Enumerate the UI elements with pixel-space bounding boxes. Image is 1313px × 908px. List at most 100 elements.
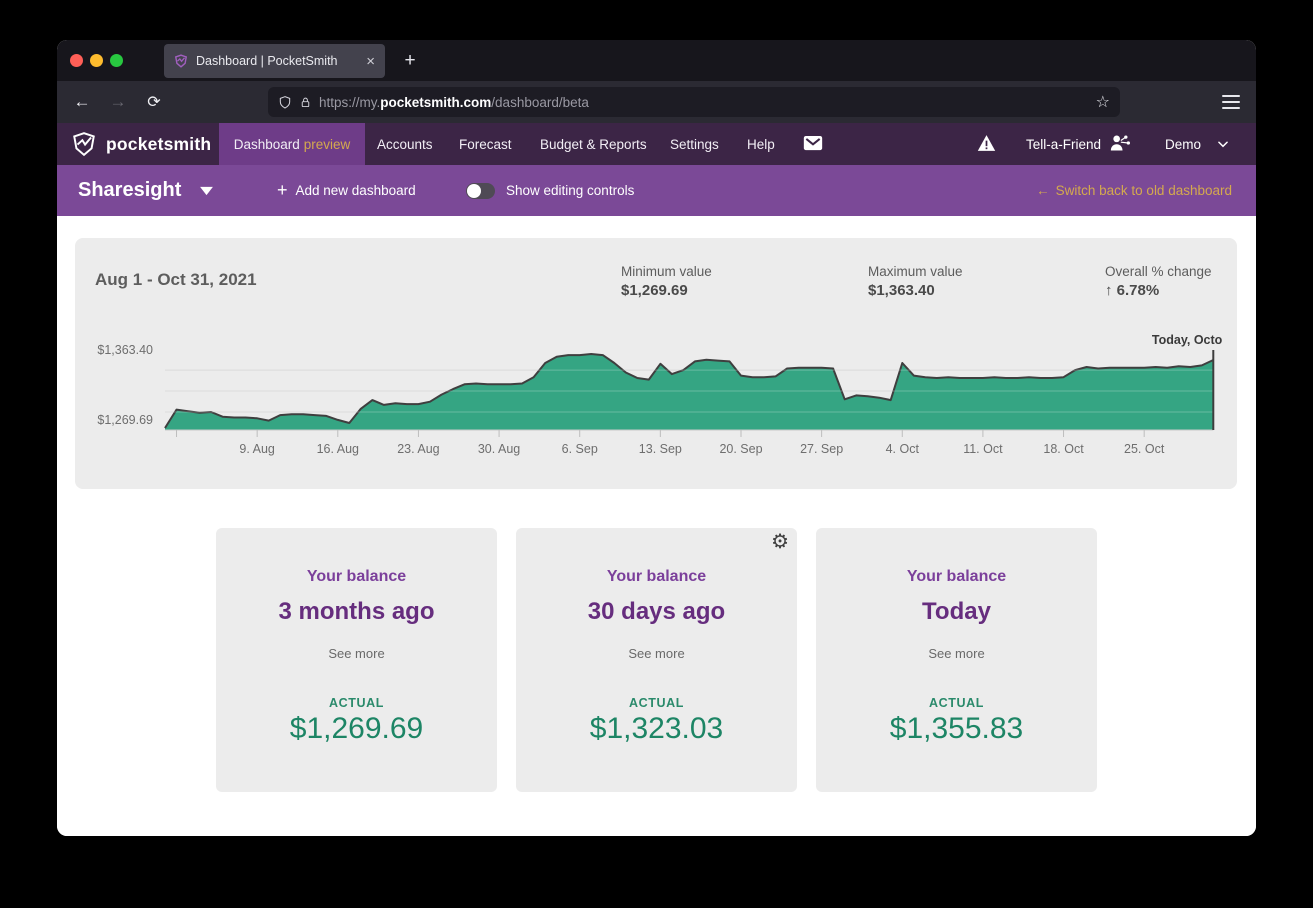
nav-tab-dashboard[interactable]: Dashboard preview bbox=[219, 123, 365, 165]
alert-triangle-icon[interactable] bbox=[977, 134, 996, 152]
chart-date-range: Aug 1 - Oct 31, 2021 bbox=[95, 270, 257, 289]
stat-label: Minimum value bbox=[621, 264, 712, 279]
browser-tab[interactable]: Dashboard | PocketSmith × bbox=[164, 44, 385, 78]
balance-amount: $1,323.03 bbox=[589, 712, 724, 745]
tab-title: Dashboard | PocketSmith bbox=[196, 54, 338, 68]
balance-card-title: Your balance bbox=[306, 568, 407, 585]
svg-text:13. Sep: 13. Sep bbox=[639, 442, 682, 456]
nav-tab-settings[interactable]: Settings bbox=[670, 136, 719, 152]
pocketsmith-logo[interactable]: pocketsmith bbox=[71, 123, 211, 165]
net-worth-chart-card: Aug 1 - Oct 31, 2021 Minimum value $1,26… bbox=[75, 238, 1237, 489]
browser-titlebar: Dashboard | PocketSmith × + bbox=[57, 40, 1256, 81]
balance-card-3-months-ago: Your balance 3 months ago See more ACTUA… bbox=[216, 528, 497, 792]
caret-down-icon bbox=[200, 186, 214, 196]
balance-card-30-days-ago: ⚙ Your balance 30 days ago See more ACTU… bbox=[516, 528, 797, 792]
balance-card-period: Today bbox=[922, 598, 991, 625]
dashboard-content: Aug 1 - Oct 31, 2021 Minimum value $1,26… bbox=[57, 216, 1256, 836]
logo-text: pocketsmith bbox=[106, 133, 212, 154]
svg-text:20. Sep: 20. Sep bbox=[719, 442, 762, 456]
nav-tab-budget-reports[interactable]: Budget & Reports bbox=[540, 136, 647, 152]
tab-close-icon[interactable]: × bbox=[366, 52, 375, 70]
switch-back-label: Switch back to old dashboard bbox=[1055, 183, 1232, 198]
card-settings-gear-icon[interactable]: ⚙ bbox=[771, 531, 789, 553]
svg-text:18. Oct: 18. Oct bbox=[1043, 442, 1084, 456]
pocketsmith-logo-icon bbox=[73, 132, 95, 157]
user-menu[interactable]: Demo bbox=[1165, 136, 1202, 152]
window-close-button[interactable] bbox=[70, 54, 83, 67]
svg-text:30. Aug: 30. Aug bbox=[478, 442, 520, 456]
share-user-icon[interactable] bbox=[1109, 133, 1131, 153]
svg-text:$1,363.40: $1,363.40 bbox=[97, 343, 153, 357]
actual-label: ACTUAL bbox=[329, 696, 384, 710]
see-more-link[interactable]: See more bbox=[328, 646, 385, 661]
stat-label: Overall % change bbox=[1105, 264, 1212, 279]
nav-tab-forecast[interactable]: Forecast bbox=[459, 136, 512, 152]
up-arrow-icon: ↑ bbox=[1105, 282, 1113, 299]
actual-label: ACTUAL bbox=[629, 696, 684, 710]
svg-text:6. Sep: 6. Sep bbox=[562, 442, 598, 456]
see-more-link[interactable]: See more bbox=[628, 646, 685, 661]
url-path: /dashboard/beta bbox=[491, 94, 589, 110]
url-domain: pocketsmith.com bbox=[380, 94, 492, 110]
editing-controls-toggle[interactable] bbox=[466, 182, 495, 199]
forward-icon[interactable]: → bbox=[109, 92, 127, 111]
nav-tab-dashboard-label: Dashboard bbox=[233, 136, 300, 152]
balance-card-today: Your balance Today See more ACTUAL $1,35… bbox=[816, 528, 1097, 792]
window-minimize-button[interactable] bbox=[90, 54, 103, 67]
add-new-dashboard-button[interactable]: + Add new dashboard bbox=[277, 165, 416, 216]
balance-card-title: Your balance bbox=[606, 568, 707, 585]
svg-text:4. Oct: 4. Oct bbox=[886, 442, 920, 456]
actual-label: ACTUAL bbox=[929, 696, 984, 710]
editing-controls-label: Show editing controls bbox=[506, 183, 635, 198]
stat-value: $1,269.69 bbox=[621, 282, 688, 299]
mail-icon[interactable] bbox=[803, 135, 823, 152]
add-new-dashboard-label: Add new dashboard bbox=[295, 183, 416, 198]
chevron-down-icon[interactable] bbox=[1215, 137, 1231, 151]
pocketsmith-nav: pocketsmith Dashboard preview Accounts F… bbox=[57, 123, 1256, 165]
nav-tab-accounts[interactable]: Accounts bbox=[377, 136, 433, 152]
balance-amount: $1,355.83 bbox=[889, 712, 1024, 745]
svg-text:23. Aug: 23. Aug bbox=[397, 442, 439, 456]
dashboard-name: Sharesight bbox=[78, 179, 182, 201]
svg-text:Today, Octo: Today, Octo bbox=[1152, 333, 1223, 347]
net-worth-area-chart: 9. Aug 16. Aug 23. Aug 30. Aug 6. Sep 13. Sep… bbox=[97, 333, 1223, 456]
balance-card-title: Your balance bbox=[906, 568, 1007, 585]
balance-amount: $1,269.69 bbox=[289, 712, 424, 745]
pocketsmith-favicon-icon bbox=[174, 54, 188, 68]
nav-tab-preview-badge: preview bbox=[303, 136, 351, 152]
stat-overall-change: Overall % change ↑ 6.78% bbox=[1105, 264, 1212, 299]
url-prefix: https://my. bbox=[319, 94, 381, 110]
stat-minimum-value: Minimum value $1,269.69 bbox=[621, 264, 712, 299]
stat-value: $1,363.40 bbox=[868, 282, 935, 299]
left-arrow-icon: ← bbox=[1036, 183, 1050, 198]
switch-back-link[interactable]: ← Switch back to old dashboard bbox=[1036, 165, 1232, 216]
svg-text:9. Aug: 9. Aug bbox=[239, 442, 274, 456]
tell-a-friend-link[interactable]: Tell-a-Friend bbox=[1026, 136, 1102, 152]
svg-text:27. Sep: 27. Sep bbox=[800, 442, 843, 456]
stat-maximum-value: Maximum value $1,363.40 bbox=[868, 264, 963, 299]
stat-label: Maximum value bbox=[868, 264, 963, 279]
svg-text:11. Oct: 11. Oct bbox=[963, 442, 1003, 456]
browser-nav-toolbar: ← → ⟳ https://my.pocketsmith.com/dashboa… bbox=[57, 81, 1256, 123]
plus-icon: + bbox=[277, 180, 288, 200]
reload-icon[interactable]: ⟳ bbox=[147, 94, 161, 111]
browser-window: Dashboard | PocketSmith × + ← → ⟳ https:… bbox=[57, 40, 1256, 836]
balance-card-period: 3 months ago bbox=[278, 598, 435, 625]
hamburger-menu-icon[interactable] bbox=[1222, 92, 1240, 112]
url-bar[interactable]: https://my.pocketsmith.com/dashboard/bet… bbox=[268, 87, 1120, 117]
dashboard-toolbar: Sharesight + Add new dashboard Show edit… bbox=[57, 165, 1256, 216]
see-more-link[interactable]: See more bbox=[928, 646, 985, 661]
svg-text:16. Aug: 16. Aug bbox=[317, 442, 359, 456]
bookmark-star-icon[interactable]: ☆ bbox=[1095, 94, 1110, 111]
svg-text:$1,269.69: $1,269.69 bbox=[97, 413, 153, 427]
window-zoom-button[interactable] bbox=[110, 54, 123, 67]
nav-tab-help[interactable]: Help bbox=[747, 136, 775, 152]
dashboard-selector[interactable]: Sharesight bbox=[78, 165, 214, 216]
tracking-protection-shield-icon[interactable] bbox=[278, 95, 292, 110]
back-icon[interactable]: ← bbox=[73, 92, 91, 111]
url-text[interactable]: https://my.pocketsmith.com/dashboard/bet… bbox=[319, 95, 1089, 110]
new-tab-button[interactable]: + bbox=[404, 50, 416, 71]
balance-card-period: 30 days ago bbox=[587, 598, 726, 625]
lock-icon[interactable] bbox=[299, 95, 312, 110]
toggle-knob bbox=[467, 183, 481, 198]
